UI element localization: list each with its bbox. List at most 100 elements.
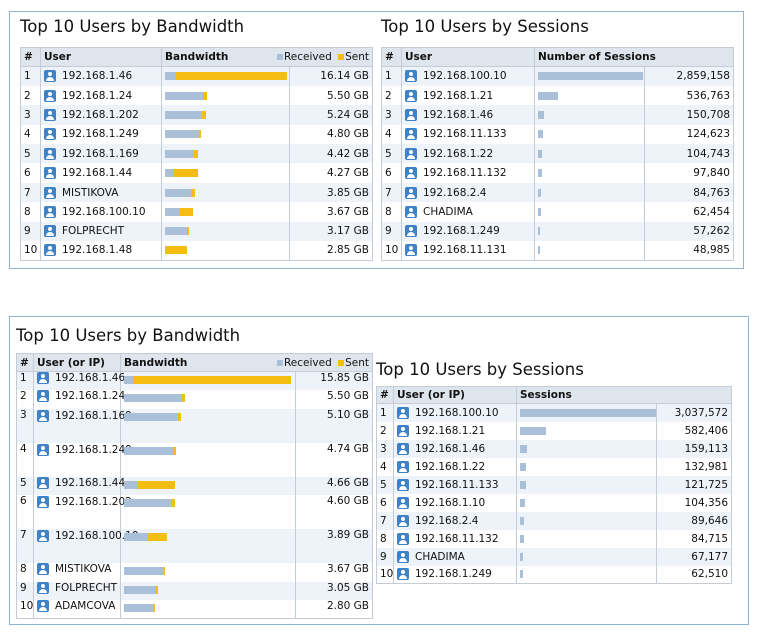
table-row[interactable]: 9 192.168.1.249 57,262 bbox=[381, 221, 734, 242]
user-cell[interactable]: FOLPRECHT bbox=[33, 581, 121, 600]
user-cell[interactable]: FOLPRECHT bbox=[40, 221, 162, 242]
table-row[interactable]: 5 192.168.1.44 4.66 GB bbox=[16, 476, 374, 495]
col-user[interactable]: User bbox=[40, 47, 162, 67]
user-cell[interactable]: 192.168.100.10 bbox=[401, 66, 535, 86]
user-cell[interactable]: 192.168.11.132 bbox=[401, 163, 535, 183]
table-row[interactable]: 5 192.168.1.22 104,743 bbox=[381, 144, 734, 164]
table-row[interactable]: 9 CHADIMA 67,177 bbox=[376, 547, 733, 566]
user-cell[interactable]: 192.168.1.44 bbox=[40, 163, 162, 183]
table-row[interactable]: 2 192.168.1.21 582,406 bbox=[376, 421, 733, 440]
table-row[interactable]: 6 192.168.1.202 4.60 GB bbox=[16, 495, 374, 529]
user-cell[interactable]: 192.168.1.202 bbox=[33, 495, 132, 529]
table-row[interactable]: 4 192.168.1.249 4.74 GB bbox=[16, 442, 374, 477]
table-row[interactable]: 10 192.168.1.48 2.85 GB bbox=[20, 241, 374, 261]
table-row[interactable]: 7 192.168.100.10 3.89 GB bbox=[16, 529, 374, 563]
user-cell[interactable]: 192.168.1.249 bbox=[393, 565, 517, 584]
user-cell[interactable]: 192.168.1.10 bbox=[393, 493, 517, 512]
table-row[interactable]: 9 FOLPRECHT 3.17 GB bbox=[20, 221, 374, 242]
table-row[interactable]: 4 192.168.1.22 132,981 bbox=[376, 457, 733, 476]
user-cell[interactable]: 192.168.11.133 bbox=[401, 124, 535, 145]
user-cell[interactable]: 192.168.1.21 bbox=[393, 421, 517, 440]
user-cell[interactable]: ADAMCOVA bbox=[33, 600, 121, 619]
table-row[interactable]: 3 192.168.1.46 150,708 bbox=[381, 105, 734, 125]
user-cell[interactable]: MISTIKOVA bbox=[33, 563, 121, 582]
user-cell[interactable]: 192.168.11.133 bbox=[393, 475, 517, 494]
user-cell[interactable]: 192.168.1.44 bbox=[33, 476, 125, 495]
user-cell[interactable]: 192.168.1.48 bbox=[40, 241, 162, 261]
col-num[interactable]: # bbox=[381, 47, 402, 67]
user-cell[interactable]: 192.168.1.46 bbox=[393, 439, 517, 458]
row-number: 2 bbox=[376, 421, 394, 440]
table-row[interactable]: 6 192.168.1.10 104,356 bbox=[376, 493, 733, 512]
table-row[interactable]: 2 192.168.1.24 5.50 GB bbox=[16, 390, 374, 409]
table-row[interactable]: 8 MISTIKOVA 3.67 GB bbox=[16, 563, 374, 582]
user-icon bbox=[44, 244, 56, 257]
user-cell[interactable]: 192.168.1.169 bbox=[33, 408, 132, 443]
user-cell[interactable]: CHADIMA bbox=[393, 547, 517, 566]
table-row[interactable]: 7 192.168.2.4 84,763 bbox=[381, 182, 734, 203]
col-bandwidth[interactable]: Bandwidth Received Sent bbox=[120, 353, 374, 372]
user-cell[interactable]: 192.168.1.249 bbox=[33, 442, 132, 477]
col-num[interactable]: # bbox=[16, 353, 34, 372]
user-cell[interactable]: 192.168.1.46 bbox=[401, 105, 535, 125]
user-cell[interactable]: 192.168.1.22 bbox=[393, 457, 517, 476]
user-cell[interactable]: 192.168.11.132 bbox=[393, 529, 517, 548]
table-row[interactable]: 5 192.168.1.169 4.42 GB bbox=[20, 144, 374, 164]
user-cell[interactable]: 192.168.100.10 bbox=[393, 403, 517, 422]
user-cell[interactable]: 192.168.1.169 bbox=[40, 144, 162, 164]
table-row[interactable]: 4 192.168.11.133 124,623 bbox=[381, 124, 734, 145]
col-bandwidth[interactable]: Bandwidth Received Sent bbox=[161, 47, 374, 67]
table-row[interactable]: 3 192.168.1.202 5.24 GB bbox=[20, 105, 374, 125]
col-sessions[interactable]: Number of Sessions bbox=[534, 47, 734, 67]
user-cell[interactable]: 192.168.1.46 bbox=[33, 371, 125, 390]
table-row[interactable]: 7 MISTIKOVA 3.85 GB bbox=[20, 182, 374, 203]
table-row[interactable]: 9 FOLPRECHT 3.05 GB bbox=[16, 581, 374, 600]
legend-sent-swatch bbox=[338, 359, 345, 366]
user-cell[interactable]: 192.168.11.131 bbox=[401, 241, 535, 261]
table-row[interactable]: 6 192.168.1.44 4.27 GB bbox=[20, 163, 374, 183]
table-row[interactable]: 3 192.168.1.46 159,113 bbox=[376, 439, 733, 458]
user-cell[interactable]: 192.168.1.249 bbox=[401, 221, 535, 242]
user-cell[interactable]: 192.168.1.24 bbox=[33, 390, 125, 409]
col-num[interactable]: # bbox=[376, 386, 394, 404]
bandwidth-bar bbox=[165, 149, 286, 158]
user-cell[interactable]: MISTIKOVA bbox=[40, 182, 162, 203]
table-row[interactable]: 1 192.168.1.46 16.14 GB bbox=[20, 66, 374, 86]
table-row[interactable]: 2 192.168.1.21 536,763 bbox=[381, 85, 734, 106]
table-row[interactable]: 6 192.168.11.132 97,840 bbox=[381, 163, 734, 183]
sessions-bar bbox=[538, 188, 541, 197]
table-row[interactable]: 1 192.168.100.10 3,037,572 bbox=[376, 403, 733, 422]
col-sessions[interactable]: Sessions bbox=[516, 386, 733, 404]
col-user[interactable]: User (or IP) bbox=[33, 353, 121, 372]
table-row[interactable]: 8 192.168.100.10 3.67 GB bbox=[20, 202, 374, 222]
table-row[interactable]: 10 192.168.11.131 48,985 bbox=[381, 241, 734, 261]
user-cell[interactable]: 192.168.100.10 bbox=[33, 529, 139, 563]
user-name: 192.168.11.132 bbox=[423, 167, 507, 180]
col-user[interactable]: User (or IP) bbox=[393, 386, 517, 404]
table-row[interactable]: 5 192.168.11.133 121,725 bbox=[376, 475, 733, 494]
legend-received-label: Received bbox=[283, 356, 332, 369]
user-cell[interactable]: 192.168.2.4 bbox=[401, 182, 535, 203]
table-row[interactable]: 10 192.168.1.249 62,510 bbox=[376, 565, 733, 584]
table-row[interactable]: 4 192.168.1.249 4.80 GB bbox=[20, 124, 374, 145]
table-row[interactable]: 8 CHADIMA 62,454 bbox=[381, 202, 734, 222]
user-cell[interactable]: 192.168.1.202 bbox=[40, 105, 162, 125]
table-row[interactable]: 2 192.168.1.24 5.50 GB bbox=[20, 85, 374, 106]
col-user[interactable]: User bbox=[401, 47, 535, 67]
row-number: 5 bbox=[381, 144, 402, 164]
user-cell[interactable]: 192.168.1.24 bbox=[40, 85, 162, 106]
user-cell[interactable]: 192.168.1.249 bbox=[40, 124, 162, 145]
user-cell[interactable]: 192.168.1.21 bbox=[401, 85, 535, 106]
table-row[interactable]: 8 192.168.11.132 84,715 bbox=[376, 529, 733, 548]
table-row[interactable]: 3 192.168.1.169 5.10 GB bbox=[16, 408, 374, 443]
col-num[interactable]: # bbox=[20, 47, 41, 67]
table-row[interactable]: 1 192.168.100.10 2,859,158 bbox=[381, 66, 734, 86]
user-cell[interactable]: 192.168.100.10 bbox=[40, 202, 162, 222]
user-cell[interactable]: 192.168.2.4 bbox=[393, 511, 517, 530]
user-cell[interactable]: CHADIMA bbox=[401, 202, 535, 222]
table-row[interactable]: 10 ADAMCOVA 2.80 GB bbox=[16, 600, 374, 619]
user-cell[interactable]: 192.168.1.22 bbox=[401, 144, 535, 164]
user-cell[interactable]: 192.168.1.46 bbox=[40, 66, 162, 86]
table-row[interactable]: 1 192.168.1.46 15.85 GB bbox=[16, 371, 374, 390]
table-row[interactable]: 7 192.168.2.4 89,646 bbox=[376, 511, 733, 530]
